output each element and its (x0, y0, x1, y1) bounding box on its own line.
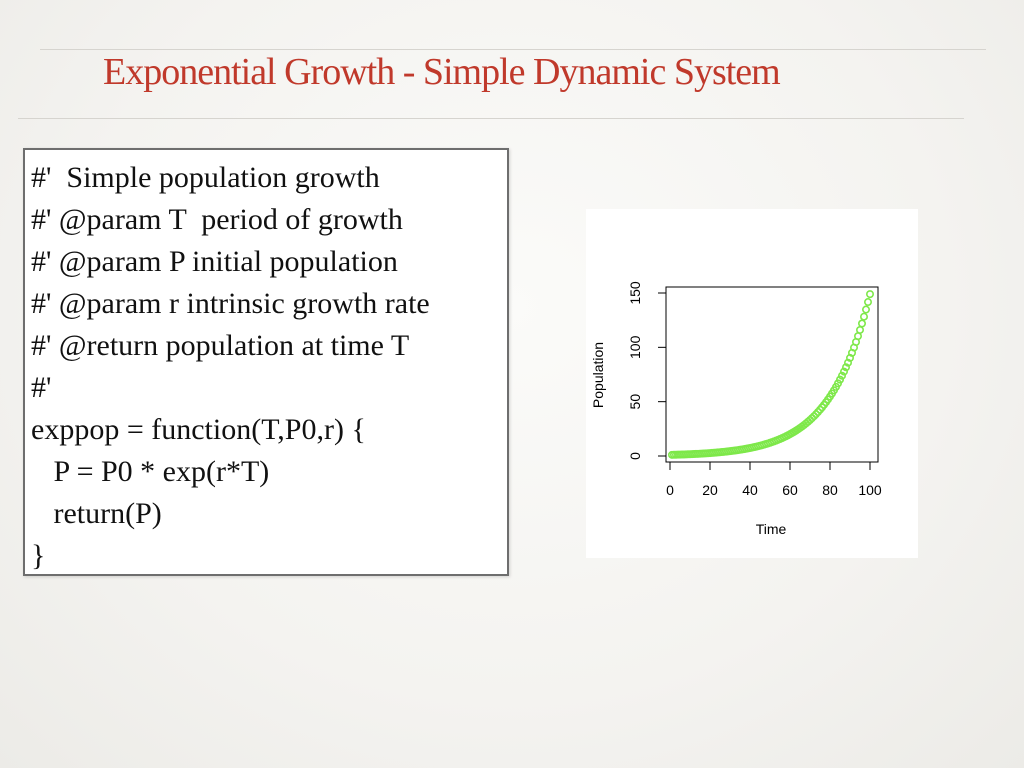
data-point (855, 325, 864, 334)
code-line: #' @param T period of growth (31, 203, 403, 236)
y-tick-label: 100 (627, 335, 643, 359)
data-point (865, 290, 874, 299)
x-tick-label: 80 (822, 482, 838, 498)
data-point (808, 414, 817, 423)
code-line: exppop = function(T,P0,r) { (31, 413, 366, 446)
code-line: } (31, 539, 46, 572)
data-point (859, 312, 868, 321)
population-plot: 0 20 40 60 80 100 0 50 100 150 Time Population (586, 209, 918, 558)
data-points (668, 290, 874, 459)
code-line: #' @param r intrinsic growth rate (31, 287, 430, 320)
code-block: #' Simple population growth #' @param T … (23, 148, 509, 576)
x-tick-label: 0 (666, 482, 674, 498)
data-point (812, 410, 821, 419)
slide-title: Exponential Growth - Simple Dynamic Syst… (103, 51, 781, 93)
y-axis-label: Population (590, 342, 606, 408)
data-point (861, 305, 870, 314)
code-line: #' @param P initial population (31, 245, 398, 278)
data-point (836, 375, 845, 384)
code-line: #' @return population at time T (31, 329, 410, 362)
x-axis-label: Time (756, 521, 787, 537)
x-tick-label: 20 (702, 482, 718, 498)
plot-canvas: 0 20 40 60 80 100 0 50 100 150 Time Population (590, 281, 882, 537)
x-tick-label: 60 (782, 482, 798, 498)
y-axis: 0 50 100 150 (627, 281, 667, 460)
data-point (863, 298, 872, 307)
data-point (838, 371, 847, 380)
y-tick-label: 150 (627, 281, 643, 305)
y-tick-label: 0 (627, 452, 643, 460)
code-line: #' (31, 371, 52, 404)
y-tick-label: 50 (627, 394, 643, 410)
x-axis: 0 20 40 60 80 100 (666, 461, 882, 498)
data-point (810, 412, 819, 421)
title-rule-bottom (18, 118, 964, 119)
code-line: #' Simple population growth (31, 161, 380, 194)
code-line: return(P) (31, 497, 162, 530)
x-tick-label: 40 (742, 482, 758, 498)
data-point (857, 319, 866, 328)
x-tick-label: 100 (858, 482, 882, 498)
data-point (841, 363, 850, 372)
data-point (840, 367, 849, 376)
code-line: P = P0 * exp(r*T) (31, 455, 270, 488)
title-rule-top (40, 49, 986, 50)
